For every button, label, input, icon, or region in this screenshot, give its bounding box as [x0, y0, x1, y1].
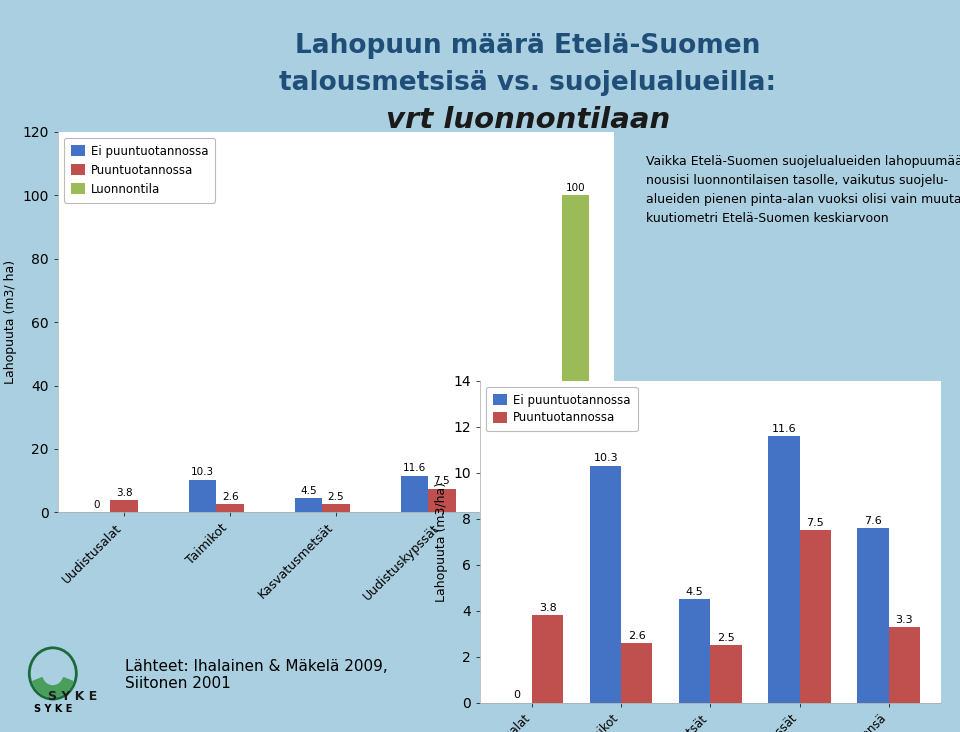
- Bar: [295, 498, 323, 512]
- Text: 11.6: 11.6: [403, 463, 426, 473]
- Text: S Y K E: S Y K E: [48, 690, 97, 703]
- Text: 10.3: 10.3: [191, 467, 214, 477]
- Y-axis label: Lahopuuta (m3/ ha): Lahopuuta (m3/ ha): [4, 260, 16, 384]
- Text: 7.5: 7.5: [434, 476, 450, 486]
- Text: 0: 0: [513, 690, 520, 701]
- Text: S Y K E: S Y K E: [34, 703, 72, 714]
- Text: 2.6: 2.6: [628, 630, 646, 640]
- Bar: [680, 600, 710, 703]
- Text: 2.6: 2.6: [222, 492, 238, 501]
- Bar: [507, 488, 534, 512]
- Text: 3.8: 3.8: [116, 488, 132, 498]
- Bar: [323, 504, 349, 512]
- Bar: [189, 479, 216, 512]
- Text: 2.5: 2.5: [717, 633, 734, 643]
- Text: 100: 100: [565, 183, 586, 193]
- Text: 7.6: 7.6: [864, 515, 882, 526]
- Text: 4.5: 4.5: [686, 587, 704, 597]
- Text: 7.6: 7.6: [512, 476, 529, 486]
- Bar: [532, 616, 564, 703]
- Bar: [768, 436, 800, 703]
- Text: 10.3: 10.3: [593, 453, 618, 463]
- Bar: [428, 489, 456, 512]
- Text: 3.3: 3.3: [896, 614, 913, 624]
- Text: Vaikka Etelä-Suomen suojelualueiden lahopuumäärä
nousisi luonnontilaisen tasolle: Vaikka Etelä-Suomen suojelualueiden laho…: [646, 154, 960, 225]
- Bar: [590, 466, 621, 703]
- Bar: [534, 502, 562, 512]
- Bar: [889, 627, 920, 703]
- Text: Lähteet: Ihalainen & Mäkelä 2009,
Siitonen 2001: Lähteet: Ihalainen & Mäkelä 2009, Siiton…: [125, 659, 388, 691]
- Text: 7.5: 7.5: [806, 518, 824, 528]
- Text: 3.8: 3.8: [539, 603, 557, 613]
- Text: 11.6: 11.6: [772, 424, 796, 433]
- Text: 4.5: 4.5: [300, 485, 317, 496]
- Bar: [857, 528, 889, 703]
- Bar: [400, 476, 428, 512]
- Text: Lahopuun määrä Etelä-Suomen: Lahopuun määrä Etelä-Suomen: [296, 33, 760, 59]
- Text: 3.3: 3.3: [540, 490, 556, 499]
- Bar: [562, 195, 589, 512]
- Text: vrt luonnontilaan: vrt luonnontilaan: [386, 106, 670, 134]
- Text: 2.5: 2.5: [327, 492, 345, 502]
- Legend: Ei puuntuotannossa, Puuntuotannossa, Luonnontila: Ei puuntuotannossa, Puuntuotannossa, Luo…: [63, 138, 215, 203]
- Wedge shape: [33, 678, 73, 697]
- Bar: [710, 645, 741, 703]
- Bar: [800, 530, 830, 703]
- Y-axis label: Lahopuuta (m3/ha): Lahopuuta (m3/ha): [435, 482, 447, 602]
- Legend: Ei puuntuotannossa, Puuntuotannossa: Ei puuntuotannossa, Puuntuotannossa: [486, 386, 637, 431]
- Text: talousmetsisä vs. suojelualueilla:: talousmetsisä vs. suojelualueilla:: [279, 70, 777, 96]
- Bar: [110, 501, 138, 512]
- Bar: [621, 643, 653, 703]
- Text: 0: 0: [93, 500, 100, 510]
- Bar: [216, 504, 244, 512]
